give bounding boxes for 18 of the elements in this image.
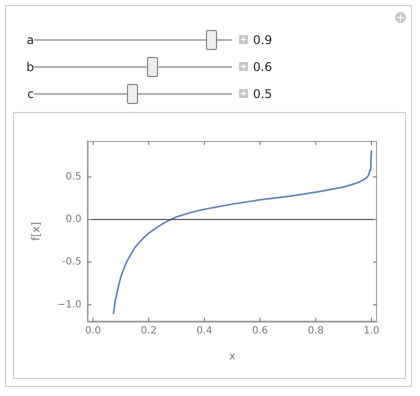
y-tick-label: 0.5 [66, 171, 82, 182]
x-tick-label: 0.0 [85, 325, 102, 336]
x-axis-title: x [228, 349, 236, 362]
x-tick-label: 1.0 [363, 325, 380, 336]
x-tick-label: 0.6 [252, 325, 268, 336]
text: 0.6 [253, 60, 272, 74]
y-tick-label: 0.0 [66, 214, 82, 226]
text: 0.9 [253, 32, 272, 46]
text: a [26, 32, 34, 46]
y-tick-label: -0.5 [62, 256, 82, 268]
text: 0.5 [253, 86, 272, 100]
x-tick-label: 0.8 [308, 325, 324, 336]
y-tick-label: −1.0 [57, 299, 82, 310]
y-axis-title: f[x] [29, 222, 42, 241]
text: b [25, 60, 34, 74]
x-tick-label: 0.2 [140, 325, 157, 336]
x-tick-label: 0.4 [196, 325, 212, 336]
text: c [26, 86, 34, 100]
